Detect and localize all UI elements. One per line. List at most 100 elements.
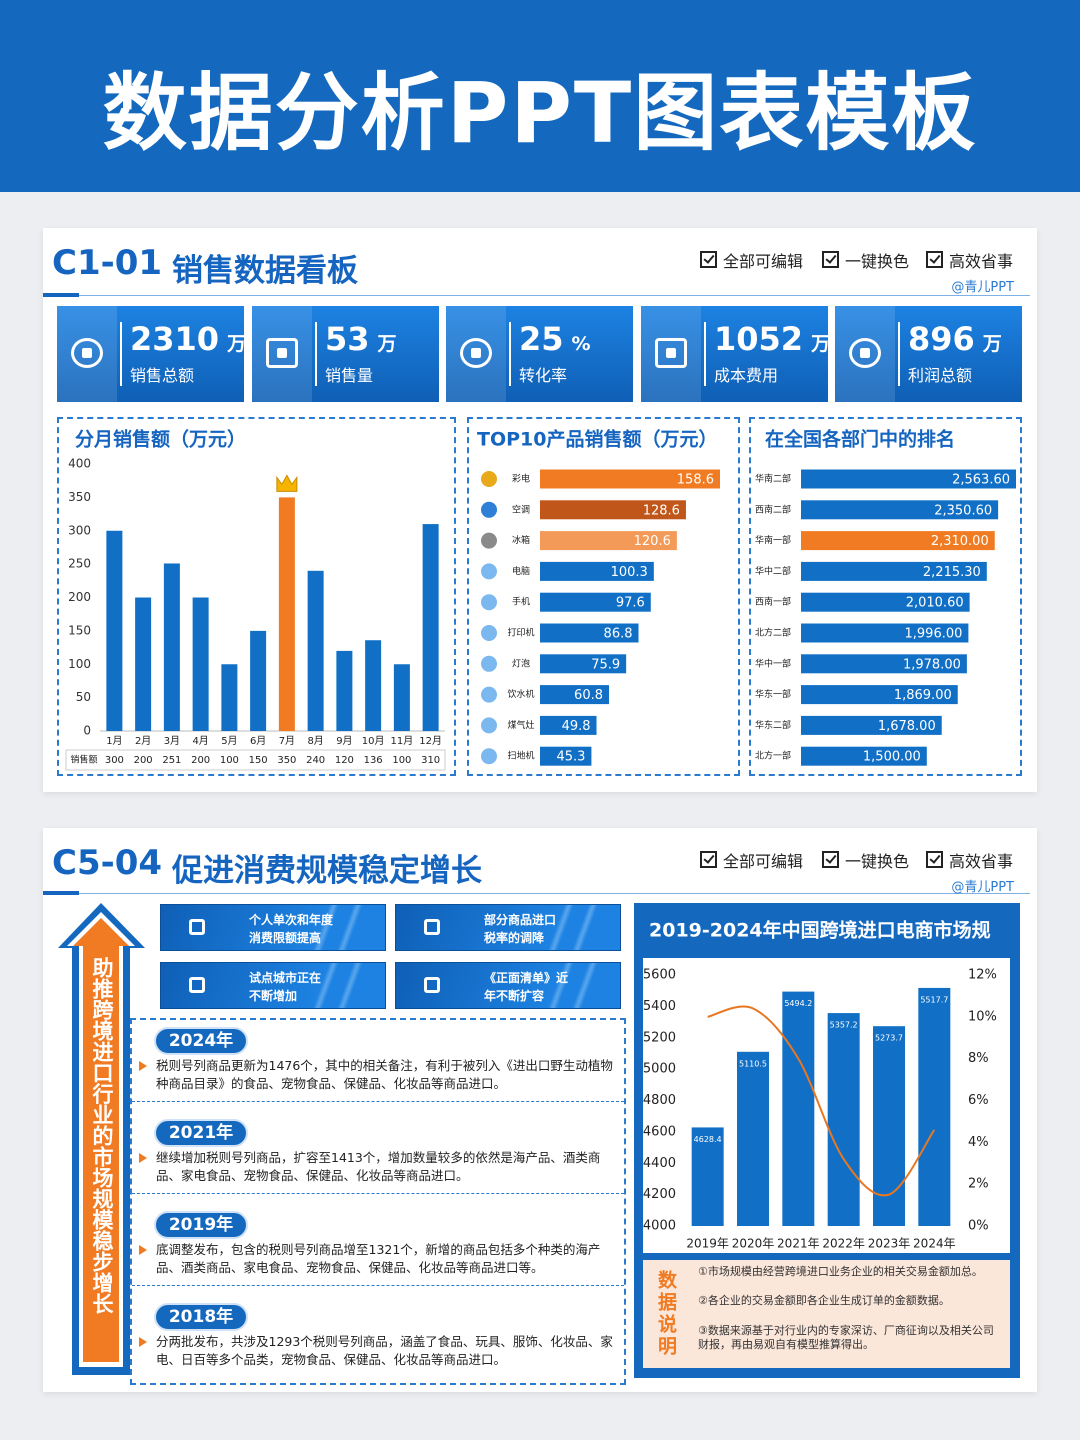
value-label: 1,996.00: [905, 627, 963, 642]
bar: [873, 1026, 905, 1226]
x-tick-label: 2021年: [777, 1237, 820, 1251]
bar: [422, 524, 439, 731]
highlight-text: 个人单次和年度: [249, 913, 334, 927]
timeline-text: 继续增加税则号列商品，扩容至1413个，增加数量较多的依然是海产品、酒类商品、家…: [156, 1150, 601, 1183]
chart-box: [749, 417, 1022, 776]
timeline-text: 税则号列商品更新为1476个，其中的相关备注，有利于被列入《进出口野生动植物种商…: [156, 1058, 613, 1091]
bar: [192, 597, 209, 731]
panel-title: 促进消费规模稳定增长: [172, 853, 482, 889]
rank-icon: [481, 686, 497, 703]
x-tick-label: 2022年: [822, 1237, 865, 1251]
kpi-unit: 万: [377, 333, 397, 355]
note: ①市场规模由经营跨境进口业务企业的相关交易金额加总。: [698, 1265, 983, 1278]
bar: [278, 497, 295, 731]
kpi-value-row: 25%: [519, 320, 591, 358]
x-tick-label: 2020年: [732, 1237, 775, 1251]
x-tick-label: 8月: [307, 735, 323, 747]
bar: [540, 685, 610, 705]
x-tick-label: 9月: [336, 735, 352, 747]
y-tick-label: 5200: [643, 1030, 676, 1045]
kpi-value: 53: [325, 320, 370, 358]
highlight-text: 试点城市正在: [249, 971, 322, 985]
page-title: 数据分析PPT图表模板: [102, 64, 978, 162]
checkbox: [926, 251, 943, 268]
y-tick-label: 200: [68, 590, 91, 604]
value-label: 2,010.60: [906, 596, 964, 611]
timeline-box: [130, 1018, 626, 1385]
rank-icon: [481, 625, 497, 641]
value-label: 5494.2: [784, 999, 812, 1008]
y2-tick-label: 8%: [968, 1051, 989, 1066]
category-label: 华南一部: [755, 534, 791, 546]
value-label: 5273.7: [875, 1034, 903, 1043]
bar: [801, 561, 987, 581]
bar: [782, 991, 815, 1226]
kpi-value-row: 896 万: [908, 320, 1002, 358]
value-label: 1,500.00: [863, 750, 921, 765]
table-value: 200: [134, 755, 153, 766]
kpi-unit: 万: [982, 333, 1002, 355]
highlight-text: 消费限额提高: [249, 931, 322, 945]
kpi-value: 25: [519, 320, 564, 358]
category-label: 灯泡: [512, 657, 530, 669]
bar: [540, 746, 592, 766]
y-tick-label: 250: [68, 557, 91, 571]
category-label: 煤气灶: [507, 719, 534, 731]
rank-icon: [481, 748, 497, 765]
panel-code: C5-04: [52, 843, 163, 883]
y-tick-label: 5000: [643, 1062, 676, 1077]
bar: [393, 664, 410, 731]
kpi-icon: [71, 338, 103, 368]
category-label: 彩电: [512, 473, 530, 485]
y-tick-label: 4200: [643, 1187, 676, 1202]
y-tick-label: 400: [68, 457, 91, 471]
category-label: 西南二部: [755, 503, 791, 515]
table-value: 120: [335, 755, 354, 766]
bar: [801, 592, 970, 612]
value-label: 1,978.00: [903, 657, 961, 672]
rank-icon: [481, 594, 497, 611]
rank-icon: [481, 655, 497, 672]
credit: @青儿PPT: [951, 280, 1014, 295]
bar: [221, 664, 238, 731]
category-label: 扫地机: [507, 750, 534, 762]
bar: [801, 685, 958, 705]
value-label: 5357.2: [830, 1021, 858, 1030]
table-value: 150: [249, 755, 268, 766]
checkbox: [700, 851, 717, 868]
highlight-text: 《正面清单》近: [484, 971, 569, 985]
value-label: 60.8: [574, 688, 603, 703]
header: [0, 0, 1080, 192]
value-label: 97.6: [616, 596, 645, 611]
separator: [132, 1193, 624, 1194]
bar: [540, 715, 597, 735]
category-label: 空调: [512, 503, 530, 515]
value-label: 158.6: [677, 473, 714, 488]
feature: 一键换色: [845, 252, 910, 271]
checkbox: [822, 851, 839, 868]
table-value: 251: [162, 755, 181, 766]
value-label: 2,350.60: [934, 503, 992, 518]
feature: 全部可编辑: [723, 252, 804, 271]
category-label: 北方一部: [755, 750, 791, 762]
kpi-divider: [898, 322, 900, 386]
notes-label: 数据说明: [655, 1270, 677, 1358]
separator: [132, 1101, 624, 1102]
highlight-card: 个人单次和年度 消费限额提高: [160, 904, 386, 951]
x-tick-label: 2019年: [686, 1237, 729, 1251]
y-tick-label: 4800: [643, 1093, 676, 1108]
bar: [691, 1127, 724, 1226]
y-tick-label: 300: [68, 523, 91, 537]
category-label: 华东一部: [755, 688, 791, 700]
kpi-value-row: 2310 万: [130, 320, 246, 358]
rank-icon: [481, 532, 497, 549]
notes-area: [643, 1260, 1010, 1368]
kpi-label: 利润总额: [908, 366, 973, 385]
highlight-icon: [424, 919, 440, 935]
table-value: 350: [277, 755, 296, 766]
marker: [139, 1245, 147, 1255]
checkbox: [926, 851, 943, 868]
year-pill: 2019年: [154, 1211, 248, 1239]
y-tick-label: 4600: [643, 1124, 676, 1139]
